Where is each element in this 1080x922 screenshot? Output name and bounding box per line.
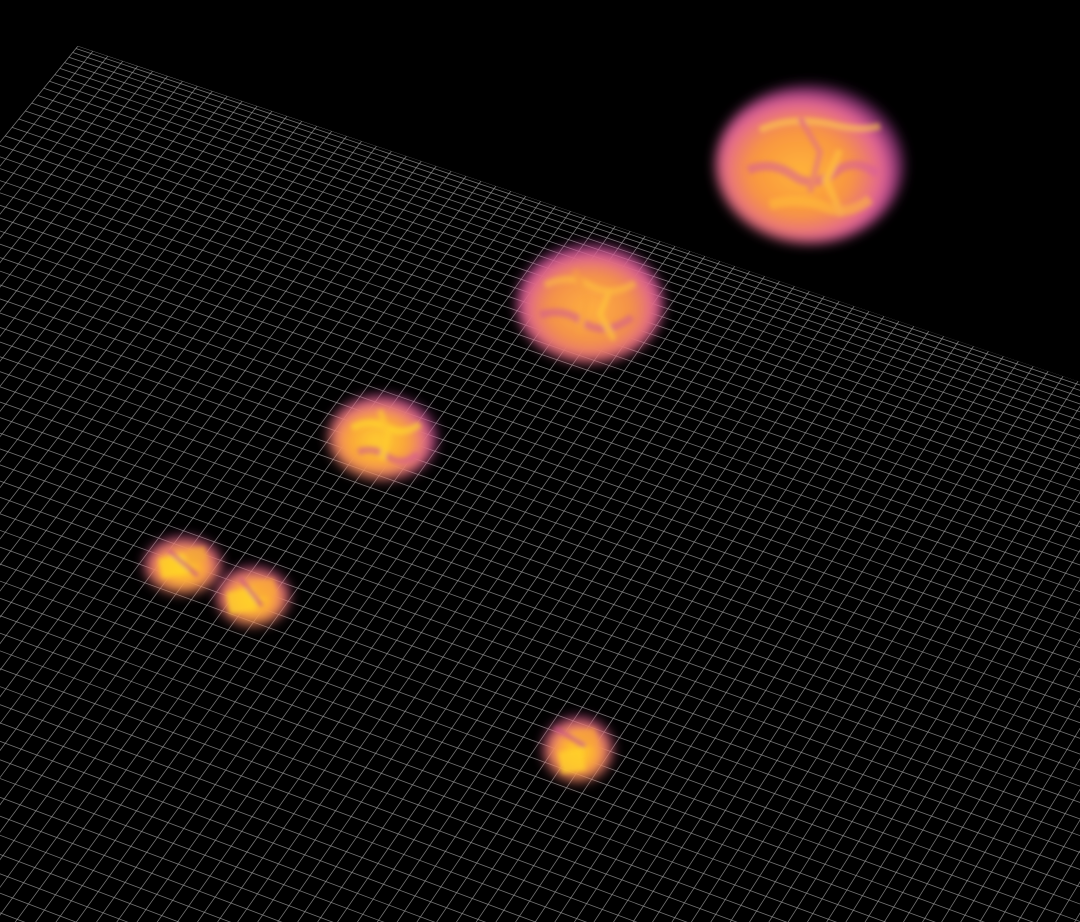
grid-line	[198, 425, 1080, 922]
grid-line	[0, 185, 497, 922]
grid-line	[0, 315, 885, 922]
volume-blob-pair[interactable]	[145, 537, 289, 625]
grid-line	[0, 115, 288, 922]
grid-line	[0, 220, 601, 922]
grid-line	[0, 340, 960, 922]
grid-line	[0, 270, 751, 922]
grid-line	[0, 295, 825, 922]
grid-line	[0, 255, 706, 922]
grid-line	[0, 155, 407, 922]
grid-line	[0, 310, 870, 922]
grid-line	[0, 230, 631, 922]
grid-line	[61, 385, 1080, 922]
grid-line	[0, 145, 377, 922]
grid-line	[0, 140, 362, 922]
grid-line	[232, 435, 1080, 922]
grid-line	[0, 305, 855, 922]
grid-line	[0, 280, 780, 922]
grid-line	[0, 150, 392, 922]
grid-line	[0, 110, 273, 922]
grid-line	[0, 245, 676, 922]
grid-line	[181, 420, 1080, 922]
grid-line	[0, 175, 467, 922]
grid-line	[0, 125, 318, 922]
grid-line	[44, 380, 1079, 922]
grid-line	[27, 375, 1064, 922]
grid-line	[147, 410, 1080, 922]
grid-line	[0, 135, 348, 922]
grid-line	[0, 320, 900, 922]
grid-line	[0, 160, 422, 922]
grid-line	[0, 130, 333, 922]
grid-line	[130, 405, 1080, 922]
grid-line	[0, 100, 243, 922]
grid-line	[0, 225, 616, 922]
grid-line	[0, 345, 974, 922]
grid-line	[0, 235, 646, 922]
grid-line	[0, 165, 437, 922]
volume-blob-small[interactable]	[329, 395, 437, 479]
grid-line	[0, 250, 691, 922]
grid-line	[0, 240, 661, 922]
volume-blob-medium[interactable]	[517, 244, 663, 362]
grid-line	[96, 395, 1080, 922]
grid-line	[0, 90, 213, 922]
grid-line	[0, 290, 810, 922]
volume-blob-tiny[interactable]	[544, 717, 612, 781]
grid-line	[0, 355, 1004, 922]
grid-line	[0, 105, 258, 922]
grid-line	[10, 370, 1049, 922]
grid-line	[0, 365, 1034, 922]
grid-line	[0, 260, 721, 922]
ground-grid-plane	[0, 46, 1080, 922]
grid-line	[164, 415, 1080, 922]
grid-line	[78, 390, 1080, 922]
grid-line	[0, 180, 482, 922]
grid-line	[0, 350, 989, 922]
grid-line	[0, 285, 795, 922]
grid-line	[0, 275, 765, 922]
grid-line	[0, 300, 840, 922]
grid-line	[0, 120, 303, 922]
grid-line	[0, 360, 1019, 922]
grid-line	[0, 190, 512, 922]
volume-blob-large[interactable]	[716, 85, 904, 243]
grid-line	[113, 400, 1080, 922]
grid-line	[0, 335, 945, 922]
grid-line	[0, 330, 930, 922]
grid-line	[215, 430, 1080, 922]
grid-line	[0, 95, 228, 922]
grid-line	[0, 85, 198, 922]
grid-line	[0, 170, 452, 922]
grid-line	[0, 265, 736, 922]
grid-line	[0, 325, 915, 922]
